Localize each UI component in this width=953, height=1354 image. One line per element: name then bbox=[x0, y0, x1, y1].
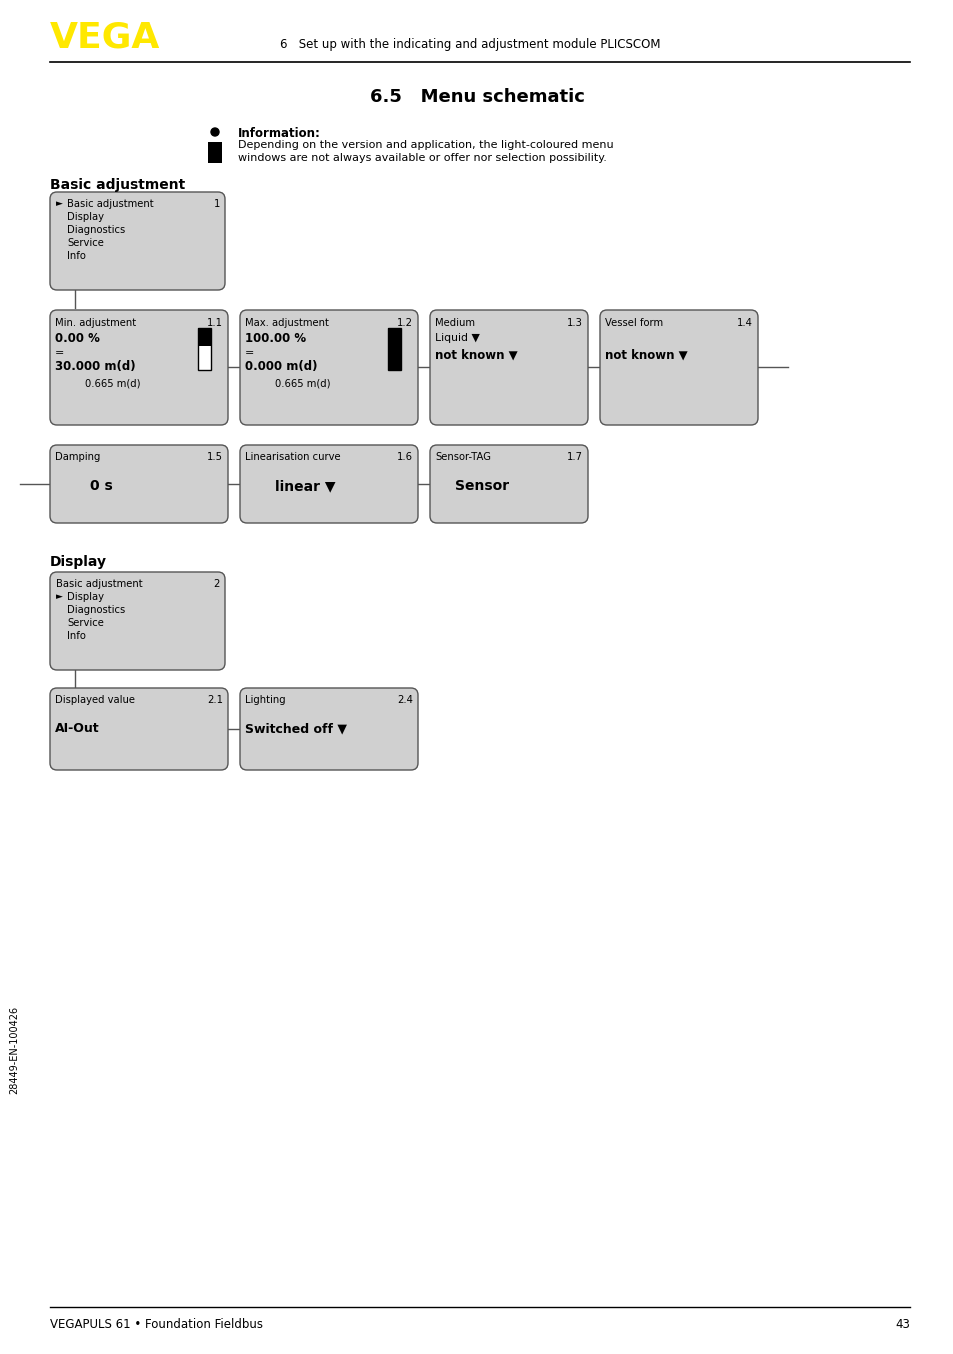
Text: Basic adjustment: Basic adjustment bbox=[56, 580, 143, 589]
Text: 2.1: 2.1 bbox=[207, 695, 223, 705]
Text: 1.2: 1.2 bbox=[396, 318, 413, 328]
Text: Display: Display bbox=[67, 592, 104, 603]
FancyBboxPatch shape bbox=[430, 445, 587, 523]
Text: 6.5   Menu schematic: 6.5 Menu schematic bbox=[369, 88, 584, 106]
Text: 0.000 m(d): 0.000 m(d) bbox=[245, 360, 317, 372]
Polygon shape bbox=[208, 142, 222, 162]
Text: Linearisation curve: Linearisation curve bbox=[245, 452, 340, 462]
Text: Displayed value: Displayed value bbox=[55, 695, 135, 705]
FancyBboxPatch shape bbox=[430, 310, 587, 425]
Text: =: = bbox=[245, 348, 254, 357]
Text: 0.665 m(d): 0.665 m(d) bbox=[274, 378, 330, 389]
Text: ►: ► bbox=[56, 592, 63, 601]
Text: Display: Display bbox=[67, 213, 104, 222]
Text: 1.3: 1.3 bbox=[566, 318, 582, 328]
Text: VEGA: VEGA bbox=[50, 20, 160, 54]
Bar bbox=[388, 328, 400, 370]
Text: not known ▼: not known ▼ bbox=[604, 349, 687, 362]
FancyBboxPatch shape bbox=[50, 688, 228, 770]
Text: Min. adjustment: Min. adjustment bbox=[55, 318, 136, 328]
Text: windows are not always available or offer nor selection possibility.: windows are not always available or offe… bbox=[237, 153, 606, 162]
Text: Display: Display bbox=[50, 555, 107, 569]
Text: 0.00 %: 0.00 % bbox=[55, 332, 100, 345]
Text: 30.000 m(d): 30.000 m(d) bbox=[55, 360, 135, 372]
Text: Basic adjustment: Basic adjustment bbox=[67, 199, 153, 209]
Text: 0.665 m(d): 0.665 m(d) bbox=[85, 378, 140, 389]
Text: =: = bbox=[55, 348, 64, 357]
Text: Max. adjustment: Max. adjustment bbox=[245, 318, 329, 328]
Text: 1.7: 1.7 bbox=[566, 452, 582, 462]
Circle shape bbox=[211, 129, 219, 135]
Text: 1.1: 1.1 bbox=[207, 318, 223, 328]
Bar bbox=[198, 328, 211, 370]
Text: Information:: Information: bbox=[237, 127, 320, 139]
Text: 1.6: 1.6 bbox=[396, 452, 413, 462]
Text: 100.00 %: 100.00 % bbox=[245, 332, 306, 345]
Text: not known ▼: not known ▼ bbox=[435, 349, 517, 362]
Text: Service: Service bbox=[67, 617, 104, 628]
FancyBboxPatch shape bbox=[240, 688, 417, 770]
Text: Switched off ▼: Switched off ▼ bbox=[245, 722, 347, 735]
Text: 1.4: 1.4 bbox=[737, 318, 752, 328]
Text: Damping: Damping bbox=[55, 452, 100, 462]
Text: Basic adjustment: Basic adjustment bbox=[50, 177, 185, 192]
Text: 1: 1 bbox=[213, 199, 220, 209]
Text: Info: Info bbox=[67, 631, 86, 640]
Text: 1.5: 1.5 bbox=[207, 452, 223, 462]
Text: Diagnostics: Diagnostics bbox=[67, 225, 125, 236]
FancyBboxPatch shape bbox=[240, 445, 417, 523]
FancyBboxPatch shape bbox=[50, 445, 228, 523]
Text: VEGAPULS 61 • Foundation Fieldbus: VEGAPULS 61 • Foundation Fieldbus bbox=[50, 1317, 263, 1331]
Text: Medium: Medium bbox=[435, 318, 475, 328]
Text: Diagnostics: Diagnostics bbox=[67, 605, 125, 615]
FancyBboxPatch shape bbox=[50, 192, 225, 290]
Text: AI-Out: AI-Out bbox=[55, 722, 99, 735]
Text: 2: 2 bbox=[213, 580, 220, 589]
Text: 0 s: 0 s bbox=[90, 479, 112, 493]
Text: linear ▼: linear ▼ bbox=[274, 479, 335, 493]
Text: 6   Set up with the indicating and adjustment module PLICSCOM: 6 Set up with the indicating and adjustm… bbox=[280, 38, 659, 51]
Text: Sensor: Sensor bbox=[455, 479, 509, 493]
Text: 43: 43 bbox=[894, 1317, 909, 1331]
Text: Vessel form: Vessel form bbox=[604, 318, 662, 328]
Text: Lighting: Lighting bbox=[245, 695, 285, 705]
Text: Sensor-TAG: Sensor-TAG bbox=[435, 452, 491, 462]
Text: Info: Info bbox=[67, 250, 86, 261]
Bar bbox=[388, 328, 400, 370]
FancyBboxPatch shape bbox=[50, 310, 228, 425]
Text: Liquid ▼: Liquid ▼ bbox=[435, 333, 479, 343]
Text: Depending on the version and application, the light-coloured menu: Depending on the version and application… bbox=[237, 139, 613, 150]
FancyBboxPatch shape bbox=[599, 310, 758, 425]
FancyBboxPatch shape bbox=[50, 571, 225, 670]
Text: Service: Service bbox=[67, 238, 104, 248]
FancyBboxPatch shape bbox=[240, 310, 417, 425]
Text: ►: ► bbox=[56, 199, 63, 209]
Bar bbox=[198, 328, 211, 347]
Text: 28449-EN-100426: 28449-EN-100426 bbox=[9, 1006, 19, 1094]
Text: 2.4: 2.4 bbox=[396, 695, 413, 705]
